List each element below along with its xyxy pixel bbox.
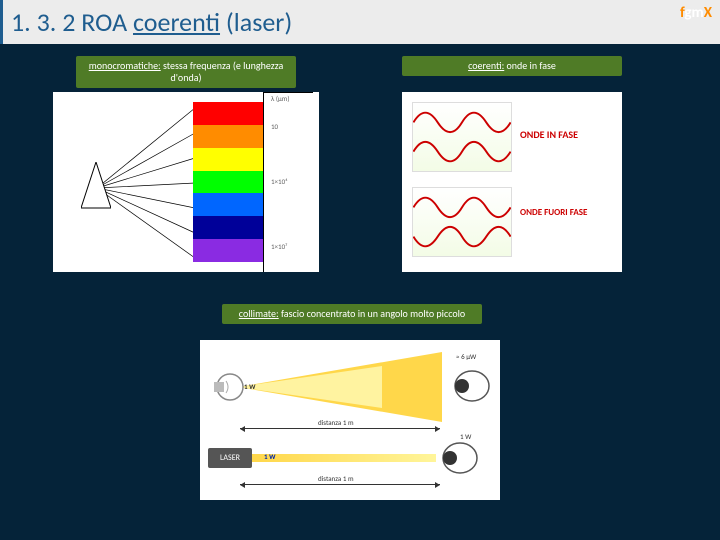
prism-icon <box>81 162 111 212</box>
figure-prism-spectrum: λ (μm) 10 1×10⁴ 1×10⁷ <box>53 92 319 272</box>
laser-text: LASER <box>220 453 240 463</box>
figure-coherent-waves: ONDE IN FASE ONDE FUORI FASE <box>402 92 622 272</box>
eye-top-icon <box>452 368 492 404</box>
label-monocromatiche: monocromatiche: stessa frequenza (e lung… <box>76 56 296 88</box>
spectrum-indigo <box>193 216 263 239</box>
title-suffix: (laser) <box>220 6 292 38</box>
axis-label: λ (μm) <box>271 94 290 103</box>
figure-collimation: 1 W ≈ 6 μW distanza 1 m LASER 1 W 1 W di… <box>200 340 500 500</box>
laser-box: LASER <box>208 448 252 468</box>
spectrum-bar <box>193 102 263 262</box>
wave-box-in-phase <box>412 102 512 172</box>
spectrum-red <box>193 102 263 125</box>
logo-part-2: gm <box>684 4 703 22</box>
tick-2: 1×10⁷ <box>271 242 287 251</box>
eye-bottom-icon <box>440 440 480 476</box>
label-2-r: onde in fase <box>504 59 556 72</box>
logo-part-3: X <box>704 4 712 22</box>
collimation-area: 1 W ≈ 6 μW distanza 1 m LASER 1 W 1 W di… <box>200 340 500 500</box>
label-3-r: fascio concentrato in un angolo molto pi… <box>279 307 466 320</box>
wave-out-phase-icon <box>413 188 511 256</box>
slide-title: 1. 3. 2 ROA coerenti (laser) <box>11 6 292 38</box>
dispersion-rays <box>97 98 207 268</box>
slide-header: 1. 3. 2 ROA coerenti (laser) <box>0 0 720 44</box>
power-bulb: 1 W <box>244 382 255 391</box>
wave-in-phase-icon <box>413 103 511 171</box>
label-coerenti: coerenti: onde in fase <box>402 56 622 76</box>
prism-area: λ (μm) 10 1×10⁴ 1×10⁷ <box>53 92 319 272</box>
label-1-r: stessa frequenza (e lunghezza d'onda) <box>161 59 284 84</box>
title-prefix: 1. 3. 2 ROA <box>11 6 133 38</box>
spectrum-green <box>193 171 263 194</box>
recv-bulb: ≈ 6 μW <box>456 352 476 361</box>
label-out-phase: ONDE FUORI FASE <box>520 207 587 218</box>
waves-area: ONDE IN FASE ONDE FUORI FASE <box>402 92 622 272</box>
label-in-phase: ONDE IN FASE <box>520 128 578 141</box>
dim-line-bottom <box>240 484 440 485</box>
power-laser: 1 W <box>264 452 275 461</box>
dist-label-bottom: distanza 1 m <box>318 474 354 483</box>
axis-y <box>263 92 264 272</box>
brand-logo: fgmX <box>680 4 712 22</box>
label-3-u: collimate: <box>239 307 279 320</box>
tick-1: 1×10⁴ <box>271 177 288 186</box>
wave-box-out-phase <box>412 187 512 257</box>
recv-laser: 1 W <box>460 432 471 441</box>
spectrum-orange <box>193 125 263 148</box>
label-1-u: monocromatiche: <box>89 59 161 72</box>
tick-0: 10 <box>271 122 278 131</box>
spectrum-violet <box>193 239 263 262</box>
title-underlined: coerenti <box>133 6 220 38</box>
label-2-u: coerenti: <box>468 59 504 72</box>
axis-x <box>263 92 313 93</box>
label-collimate: collimate: fascio concentrato in un ango… <box>222 304 482 324</box>
slide-content: monocromatiche: stessa frequenza (e lung… <box>0 44 720 540</box>
laser-beam <box>252 454 436 462</box>
spectrum-yellow <box>193 148 263 171</box>
dist-label-top: distanza 1 m <box>318 418 354 427</box>
dim-line-top <box>240 428 440 429</box>
spectrum-blue <box>193 193 263 216</box>
